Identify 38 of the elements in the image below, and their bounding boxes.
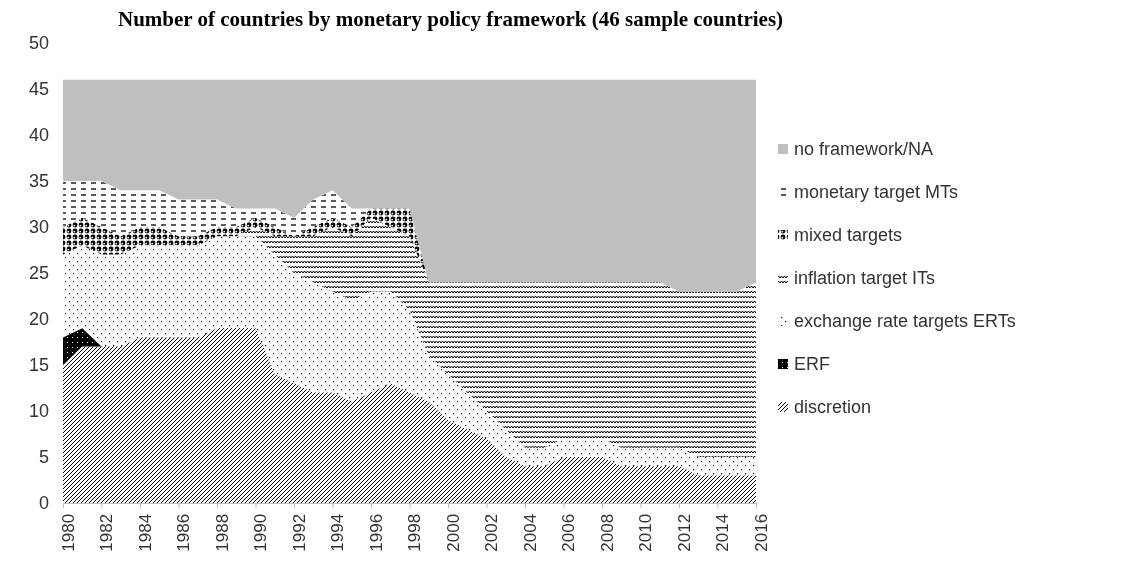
x-tick-label: 2016	[751, 513, 771, 552]
y-tick-label: 40	[28, 125, 49, 146]
x-tick-label: 1980	[58, 513, 78, 552]
y-tick-label: 50	[28, 33, 49, 54]
x-tick-label: 1982	[97, 513, 117, 552]
x-tick-label: 1984	[135, 513, 155, 552]
legend-label: mixed targets	[794, 224, 903, 245]
legend-label: exchange rate targets ERTs	[794, 310, 1016, 331]
y-tick-label: 10	[28, 401, 49, 422]
x-tick-label: 2002	[482, 513, 502, 552]
y-tick-label: 15	[28, 355, 49, 376]
x-tick-label: 2014	[713, 513, 733, 552]
legend-label: ERF	[794, 353, 830, 374]
x-tick-label: 1998	[405, 513, 425, 552]
y-tick-label: 5	[38, 447, 49, 468]
y-tick-label: 25	[28, 263, 49, 284]
legend-label: inflation target ITs	[794, 267, 936, 288]
y-tick-label: 20	[28, 309, 49, 330]
x-tick-label: 2010	[636, 513, 656, 552]
x-tick-label: 2012	[674, 513, 694, 552]
x-tick-label: 2008	[597, 513, 617, 552]
x-tick-label: 2000	[443, 513, 463, 552]
y-tick-label: 30	[28, 217, 49, 238]
legend-label: discretion	[794, 396, 872, 417]
legend-label: monetary target MTs	[794, 181, 959, 202]
x-tick-label: 1990	[251, 513, 271, 552]
y-tick-label: 0	[38, 493, 49, 514]
x-tick-label: 1986	[174, 513, 194, 552]
x-tick-label: 2004	[520, 513, 540, 552]
y-tick-label: 45	[28, 79, 49, 100]
x-tick-label: 1996	[366, 513, 386, 552]
x-tick-label: 1988	[212, 513, 232, 552]
y-tick-label: 35	[28, 171, 49, 192]
chart-title: Number of countries by monetary policy framework (46 sample countries)	[118, 7, 784, 31]
legend-label: no framework/NA	[794, 138, 934, 159]
x-tick-label: 1994	[328, 513, 348, 552]
x-tick-label: 2006	[559, 513, 579, 552]
x-tick-label: 1992	[289, 513, 309, 552]
